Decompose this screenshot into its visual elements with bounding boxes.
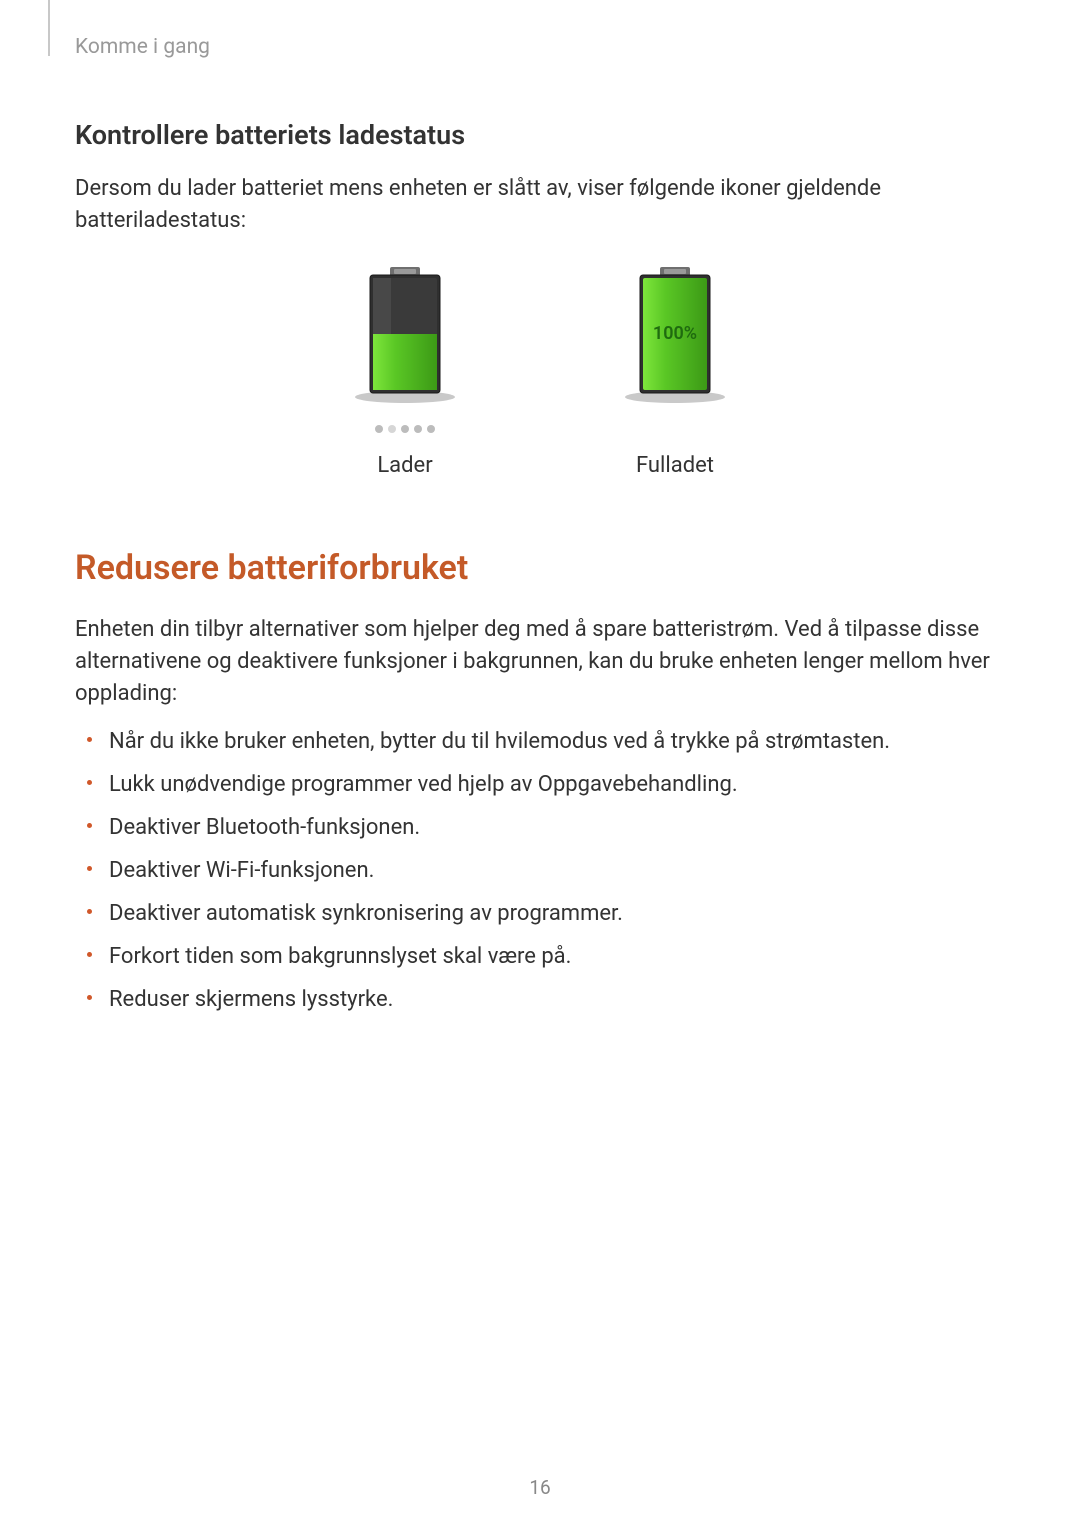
battery-charging-icon <box>350 267 460 407</box>
list-item: Deaktiver automatisk synkronisering av p… <box>109 897 1005 930</box>
list-item: Forkort tiden som bakgrunnslyset skal væ… <box>109 940 1005 973</box>
list-item: Deaktiver Bluetooth-funksjonen. <box>109 811 1005 844</box>
reduce-list: Når du ikke bruker enheten, bytter du ti… <box>75 725 1005 1016</box>
dot <box>427 425 435 433</box>
dot <box>401 425 409 433</box>
page-container: Komme i gang Kontrollere batteriets lade… <box>0 0 1080 1527</box>
section-title-reduce: Redusere batteriforbruket <box>75 548 1005 588</box>
battery-icons-row: Lader 100% <box>75 267 1005 478</box>
list-item: Deaktiver Wi-Fi-funksjonen. <box>109 854 1005 887</box>
dot <box>414 425 422 433</box>
battery-charging-label: Lader <box>377 453 432 478</box>
subheading-battery-status: Kontrollere batteriets ladestatus <box>75 119 1005 151</box>
dot <box>388 425 396 433</box>
dot <box>375 425 383 433</box>
battery-charging-col: Lader <box>350 267 460 478</box>
battery-full-col: 100% Fulladet <box>620 267 730 478</box>
battery-full-text: 100% <box>653 323 697 344</box>
breadcrumb: Komme i gang <box>75 35 1005 59</box>
intro-reduce: Enheten din tilbyr alternativer som hjel… <box>75 614 1005 710</box>
battery-full-icon: 100% <box>620 267 730 407</box>
charging-dots <box>375 425 435 433</box>
list-item: Når du ikke bruker enheten, bytter du ti… <box>109 725 1005 758</box>
header-vertical-rule <box>48 0 50 56</box>
battery-full-label: Fulladet <box>636 453 714 478</box>
page-number: 16 <box>0 1476 1080 1499</box>
list-item: Lukk unødvendige programmer ved hjelp av… <box>109 768 1005 801</box>
list-item: Reduser skjermens lysstyrke. <box>109 983 1005 1016</box>
intro-battery-status: Dersom du lader batteriet mens enheten e… <box>75 173 1005 237</box>
